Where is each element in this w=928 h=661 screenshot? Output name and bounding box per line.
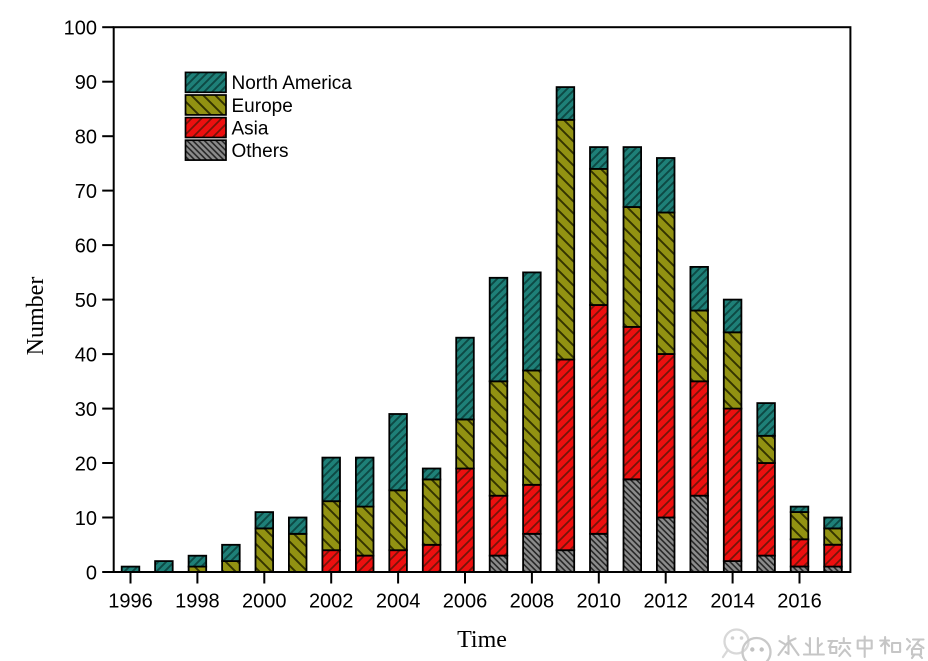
svg-text:40: 40 bbox=[75, 344, 97, 366]
svg-text:20: 20 bbox=[75, 453, 97, 475]
svg-text:2016: 2016 bbox=[777, 591, 822, 613]
svg-text:North America: North America bbox=[232, 73, 353, 94]
svg-text:100: 100 bbox=[64, 18, 97, 40]
svg-text:1998: 1998 bbox=[175, 591, 220, 613]
svg-text:1996: 1996 bbox=[108, 591, 153, 613]
svg-text:90: 90 bbox=[75, 72, 97, 94]
svg-text:Time: Time bbox=[457, 627, 507, 653]
svg-text:2006: 2006 bbox=[443, 591, 488, 613]
svg-text:Number: Number bbox=[23, 277, 49, 356]
svg-text:Others: Others bbox=[232, 141, 289, 162]
svg-text:2010: 2010 bbox=[577, 591, 622, 613]
svg-text:2008: 2008 bbox=[510, 591, 555, 613]
svg-text:2002: 2002 bbox=[309, 591, 354, 613]
svg-text:50: 50 bbox=[75, 290, 97, 312]
svg-text:Europe: Europe bbox=[232, 96, 293, 117]
svg-text:2014: 2014 bbox=[710, 591, 755, 613]
svg-text:60: 60 bbox=[75, 235, 97, 257]
svg-text:2012: 2012 bbox=[643, 591, 688, 613]
svg-text:70: 70 bbox=[75, 181, 97, 203]
svg-text:10: 10 bbox=[75, 508, 97, 530]
svg-text:2000: 2000 bbox=[242, 591, 287, 613]
svg-text:0: 0 bbox=[86, 562, 97, 584]
svg-text:80: 80 bbox=[75, 127, 97, 149]
svg-text:2004: 2004 bbox=[376, 591, 421, 613]
svg-text:30: 30 bbox=[75, 399, 97, 421]
svg-text:Asia: Asia bbox=[232, 118, 269, 139]
